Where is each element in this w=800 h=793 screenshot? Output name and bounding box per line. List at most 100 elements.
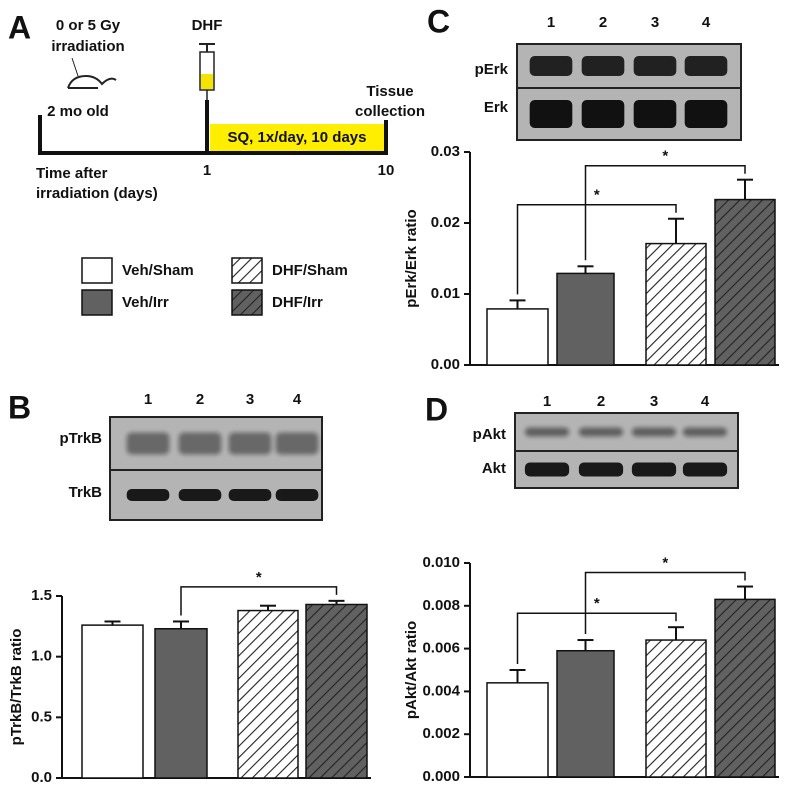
legend-label: Veh/Sham <box>122 262 194 279</box>
panel-label: D <box>425 391 448 427</box>
blot-band <box>529 100 573 128</box>
y-tick-label: 1.5 <box>31 587 52 604</box>
y-axis-label: pTrkB/TrkB ratio <box>8 629 25 746</box>
mouse-icon <box>67 74 117 89</box>
lane-label: 2 <box>597 393 605 410</box>
bar-chart: 1 2 3 4 pTrkB TrkB 0.0 0.5 1.0 1.5 pTrkB/TrkB rati… <box>8 391 371 786</box>
lane-label: 4 <box>701 393 710 410</box>
bar <box>305 603 368 779</box>
lane-label: 1 <box>543 393 551 410</box>
syringe <box>199 43 215 100</box>
blot-band <box>126 489 170 501</box>
day-label: 1 <box>203 162 211 179</box>
arrow <box>71 57 79 77</box>
blot-band <box>581 56 625 76</box>
y-tick-label: 0.5 <box>31 708 52 725</box>
row-label: pErk <box>475 61 509 78</box>
y-tick-label: 0.0 <box>31 769 52 786</box>
panel-label: A <box>8 9 31 45</box>
blot-band <box>275 432 319 455</box>
lane-label: 4 <box>702 14 711 31</box>
y-tick-label: 0.03 <box>431 143 460 160</box>
lane-label: 3 <box>246 391 254 408</box>
significance-label: * <box>662 148 668 165</box>
blot-band <box>228 432 272 455</box>
significance-bracket <box>516 612 677 664</box>
blot-band <box>524 427 570 437</box>
legend-label: DHF/Sham <box>272 262 348 279</box>
row-label: pAkt <box>473 426 506 443</box>
y-axis-label: pAkt/Akt ratio <box>403 621 420 719</box>
significance-bracket <box>180 586 338 616</box>
bar <box>486 308 549 366</box>
y-tick-label: 0.01 <box>431 285 460 302</box>
y-tick-label: 0.004 <box>422 682 460 699</box>
lane-label: 3 <box>651 14 659 31</box>
significance-bracket <box>584 571 746 635</box>
bar <box>556 649 615 778</box>
bar <box>714 598 776 778</box>
significance-bracket <box>516 203 677 295</box>
day-label: 10 <box>378 162 395 179</box>
significance-label: * <box>594 187 600 204</box>
blot-band <box>684 100 728 128</box>
bar <box>556 272 615 366</box>
y-tick-label: 0.00 <box>431 356 460 373</box>
regimen-text: SQ, 1x/day, 10 days <box>228 129 367 146</box>
blot-band <box>578 427 624 437</box>
lane-label: 2 <box>599 14 607 31</box>
blot-band <box>682 462 728 477</box>
blot-band <box>633 56 677 76</box>
lane-label: 1 <box>547 14 555 31</box>
bar <box>81 624 144 779</box>
blot-band <box>178 489 222 501</box>
significance-label: * <box>256 569 262 586</box>
lane-label: 3 <box>650 393 658 410</box>
legend-label: DHF/Irr <box>272 294 323 311</box>
legend-swatch <box>231 289 263 316</box>
blot-band <box>178 432 222 455</box>
legend-swatch <box>81 289 113 316</box>
row-label: pTrkB <box>59 430 102 447</box>
blot <box>109 416 323 521</box>
y-tick-label: 0.02 <box>431 214 460 231</box>
significance-label: * <box>662 555 668 572</box>
significance-bracket <box>584 164 746 261</box>
blot-band <box>682 427 728 437</box>
panel-label: C <box>427 3 450 39</box>
axis-label: Time after <box>36 165 108 182</box>
dose-text: 0 or 5 Gy <box>56 17 121 34</box>
lane-label: 2 <box>196 391 204 408</box>
panel-label: B <box>8 389 31 425</box>
end-text: Tissue <box>366 83 413 100</box>
blot-band <box>529 56 573 76</box>
legend: Veh/Sham Veh/Irr DHF/Sham DHF/Irr <box>81 257 348 316</box>
bar <box>645 639 707 778</box>
bar-chart: 1 2 3 4 pErk Erk 0.00 0.01 0.02 0.03 pErk/Erk rati… <box>403 14 779 373</box>
bar <box>645 242 707 366</box>
drug-text: DHF <box>192 17 223 34</box>
lane-label: 1 <box>144 391 152 408</box>
blot-band <box>275 489 319 501</box>
legend-swatch <box>81 257 113 284</box>
blot-band <box>228 489 272 501</box>
bar <box>237 609 299 779</box>
bar <box>714 198 776 366</box>
row-label: Akt <box>482 460 506 477</box>
bar-chart: 1 2 3 4 pAkt Akt 0.000 0.002 0.004 0.006 0.008 0.01… <box>403 393 779 785</box>
age-text: 2 mo old <box>47 103 109 120</box>
timeline: 0 or 5 Gy irradiation 2 mo old DHF Tissu… <box>36 17 425 202</box>
y-tick-label: 0.000 <box>422 768 460 785</box>
y-tick-label: 1.0 <box>31 648 52 665</box>
y-axis-label: pErk/Erk ratio <box>403 209 420 307</box>
y-tick-label: 0.006 <box>422 640 460 657</box>
blot-band <box>631 462 677 477</box>
blot-band <box>684 56 728 76</box>
y-tick-label: 0.008 <box>422 597 460 614</box>
regimen-box <box>210 124 385 151</box>
row-label: TrkB <box>69 484 103 501</box>
significance-label: * <box>594 595 600 612</box>
end-text: collection <box>355 103 425 120</box>
axis-label: irradiation (days) <box>36 185 158 202</box>
